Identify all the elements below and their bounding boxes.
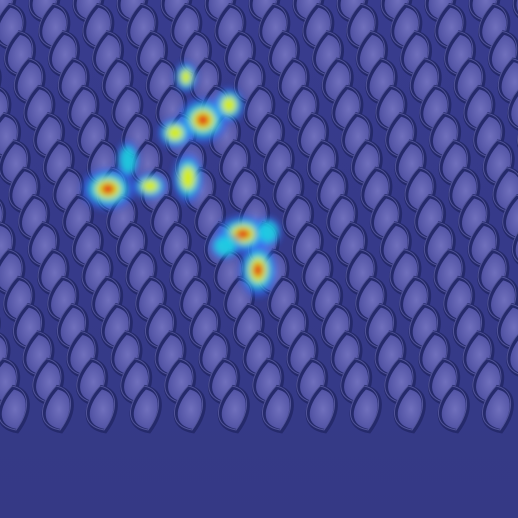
- heatmap-hotspot: [157, 117, 193, 149]
- mesh-cell-158: [501, 193, 518, 242]
- hotspot-ring: [141, 179, 159, 193]
- mesh-cell-255: [437, 384, 470, 434]
- mesh-cell-highlight: [482, 385, 512, 431]
- hotspot-ring: [101, 183, 115, 195]
- heatmap-hotspot: [254, 216, 282, 248]
- mesh-cell-highlight: [218, 385, 248, 431]
- mesh-cell-173: [511, 231, 518, 265]
- mesh-cell-245: [0, 384, 30, 434]
- mesh-cell-230: [506, 333, 518, 377]
- heatmap-hotspot: [213, 87, 245, 123]
- heatmap-hotspot: [132, 172, 168, 200]
- mesh-cell-highlight: [0, 87, 9, 128]
- hotspot-ring: [221, 96, 237, 114]
- mesh-cell-246: [41, 384, 74, 434]
- mesh-cell-248: [129, 384, 162, 434]
- mesh-cell-250: [217, 384, 250, 434]
- hotspot-ring: [236, 229, 250, 239]
- mesh-cell-highlight: [174, 385, 204, 431]
- mesh-cell-249: [173, 384, 206, 434]
- heatmap-hotspot: [174, 61, 198, 93]
- hotspot-ring: [214, 236, 236, 256]
- mesh-cell-highlight: [506, 333, 518, 375]
- mesh-cell-highlight: [502, 194, 518, 239]
- mesh-cell-100: [507, 89, 518, 131]
- heatmap-hotspot: [209, 232, 241, 260]
- heatmap-hotspot: [172, 153, 204, 203]
- hotspot-ring: [258, 221, 278, 243]
- heatmap-hotspot: [116, 141, 140, 179]
- mesh-cell-highlight: [42, 385, 72, 431]
- mesh-cell-highlight: [350, 385, 380, 431]
- hotspot-ring: [253, 263, 263, 277]
- hotspot-ring: [180, 69, 192, 85]
- mesh-pattern: [0, 0, 518, 434]
- hotspot-ring: [166, 125, 184, 141]
- mesh-cell-42: [512, 0, 518, 18]
- mesh-cell-252: [305, 384, 338, 434]
- heatmap-hotspot: [239, 243, 277, 297]
- mesh-cell-256: [481, 384, 514, 434]
- mesh-cell-highlight: [0, 385, 28, 431]
- mesh-cell-highlight: [0, 333, 8, 372]
- heatmap-hotspot: [81, 168, 135, 210]
- mesh-cell-highlight: [306, 385, 336, 431]
- mesh-cell-254: [393, 384, 426, 434]
- mesh-cell-highlight: [86, 385, 116, 431]
- mesh-cell-247: [85, 384, 118, 434]
- mesh-cell-highlight: [262, 385, 292, 431]
- mesh-cell-highlight: [394, 385, 424, 431]
- mesh-cell-251: [261, 384, 294, 434]
- mesh-cell-253: [349, 384, 382, 434]
- hotspot-ring: [196, 114, 210, 126]
- mesh-cell-highlight: [438, 385, 468, 431]
- mesh-cell-highlight: [130, 385, 160, 431]
- hotspot-ring: [180, 166, 196, 190]
- hotspot-ring: [119, 146, 137, 174]
- heatmap-layer: [81, 61, 282, 297]
- mesh-cell-highlight: [511, 231, 518, 263]
- mesh-cell-highlight: [507, 89, 518, 129]
